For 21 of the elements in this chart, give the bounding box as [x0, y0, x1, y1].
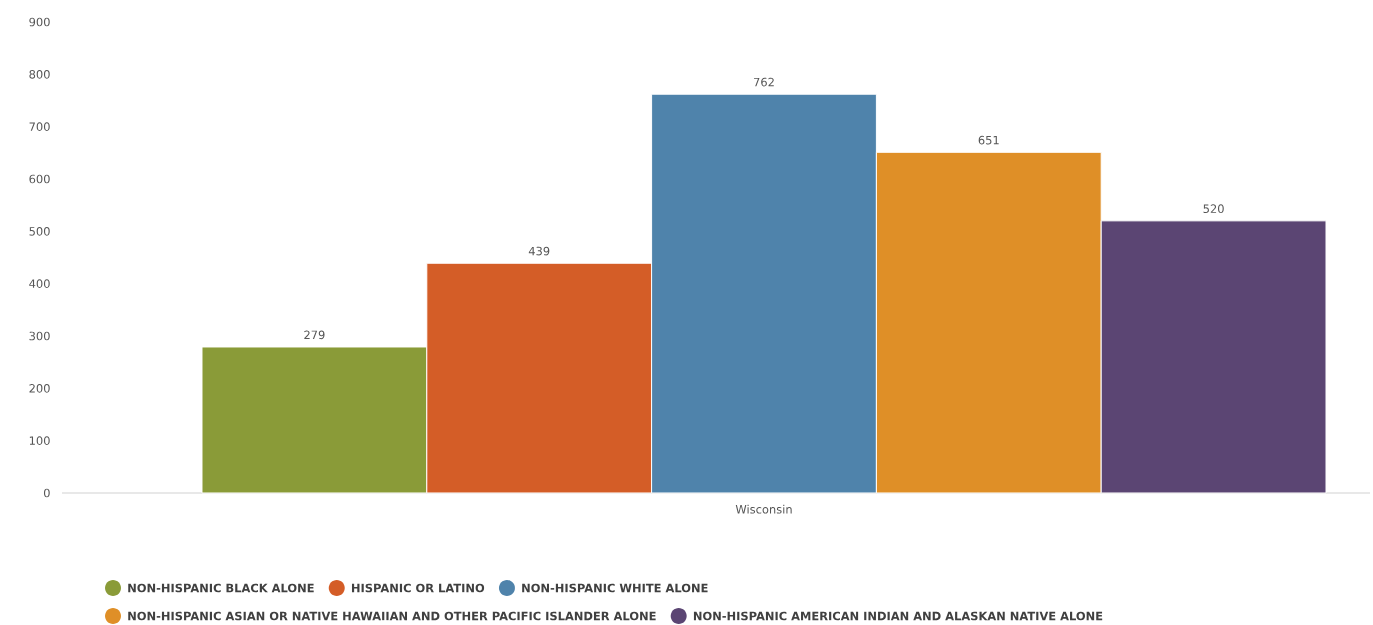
x-tick-label: Wisconsin — [735, 504, 792, 514]
y-tick-label: 500 — [29, 226, 50, 236]
y-tick-label: 700 — [29, 122, 50, 131]
data-label: 439 — [528, 246, 550, 256]
y-tick-label: 900 — [29, 17, 50, 27]
data-label: 762 — [754, 77, 774, 87]
legend-label: NON-HISPANIC ASIAN OR NATIVE HAWAIIAN AND OTHER PACIFIC ISLANDER ALONE — [128, 611, 656, 621]
y-tick-label: 300 — [29, 331, 50, 341]
y-tick-label: 200 — [29, 383, 50, 393]
y-tick-label: 0 — [43, 488, 50, 498]
y-tick-label: 400 — [29, 279, 50, 288]
legend-label: NON-HISPANIC WHITE ALONE — [522, 583, 708, 593]
y-tick-label: 600 — [29, 174, 50, 184]
y-tick-label: 100 — [29, 436, 50, 445]
legend-label: NON-HISPANIC BLACK ALONE — [128, 583, 314, 593]
legend-label: NON-HISPANIC AMERICAN INDIAN AND ALASKAN NATIVE ALONE — [693, 611, 1103, 621]
legend-label: HISPANIC OR LATINO — [351, 583, 485, 593]
data-label: 279 — [304, 330, 325, 340]
data-label: 520 — [1203, 204, 1224, 214]
data-label: 651 — [978, 135, 999, 145]
y-tick-label: 800 — [29, 70, 50, 79]
